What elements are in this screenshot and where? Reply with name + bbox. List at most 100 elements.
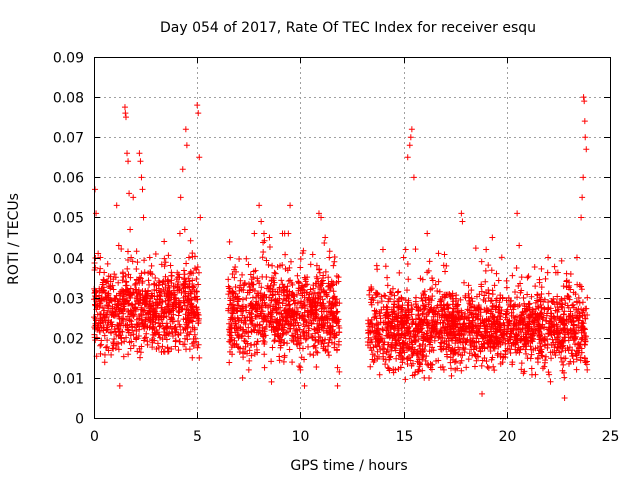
data-point — [447, 359, 454, 366]
data-point — [579, 299, 586, 306]
data-point — [384, 364, 391, 371]
data-point — [532, 283, 539, 290]
data-point — [278, 277, 285, 284]
data-point — [545, 330, 552, 337]
data-point — [421, 316, 428, 323]
data-point — [161, 238, 168, 245]
data-point — [371, 314, 378, 321]
data-point — [101, 332, 108, 339]
data-point — [235, 344, 242, 351]
data-point — [538, 290, 545, 297]
data-point — [231, 296, 238, 303]
data-point — [145, 287, 152, 294]
data-point — [435, 278, 442, 285]
data-point — [434, 317, 441, 324]
data-point — [453, 358, 460, 365]
data-point — [164, 348, 171, 355]
y-axis-label: ROTI / TECUs — [6, 193, 22, 285]
data-point — [334, 364, 341, 371]
data-point — [264, 282, 271, 289]
data-point — [119, 277, 126, 284]
data-point — [505, 340, 512, 347]
data-point — [402, 307, 409, 314]
data-point — [479, 357, 486, 364]
data-point — [547, 349, 554, 356]
data-point — [131, 304, 138, 311]
data-point — [112, 344, 119, 351]
data-point — [426, 308, 433, 315]
data-point — [124, 297, 131, 304]
data-point — [330, 288, 337, 295]
data-point — [307, 309, 314, 316]
data-point — [562, 355, 569, 362]
data-point — [409, 306, 416, 313]
data-point — [161, 290, 168, 297]
data-point — [425, 322, 432, 329]
data-point — [152, 299, 159, 306]
data-point — [181, 226, 188, 233]
data-point — [405, 329, 412, 336]
data-point — [502, 314, 509, 321]
data-point — [243, 295, 250, 302]
data-point — [291, 300, 298, 307]
data-point — [514, 210, 521, 217]
data-point — [548, 342, 555, 349]
data-point — [112, 301, 119, 308]
data-point — [557, 300, 564, 307]
data-point — [104, 326, 111, 333]
data-point — [424, 230, 431, 237]
data-point — [406, 142, 413, 149]
data-point — [314, 349, 321, 356]
data-point — [582, 338, 589, 345]
data-point — [130, 342, 137, 349]
data-point — [536, 336, 543, 343]
data-point — [392, 332, 399, 339]
data-point — [429, 293, 436, 300]
data-point — [333, 316, 340, 323]
data-point — [327, 330, 334, 337]
data-point — [127, 345, 134, 352]
data-point — [167, 262, 174, 269]
data-point — [443, 337, 450, 344]
data-point — [135, 332, 142, 339]
data-point — [417, 320, 424, 327]
data-point — [291, 316, 298, 323]
data-point — [110, 286, 117, 293]
data-point — [138, 343, 145, 350]
data-point — [172, 343, 179, 350]
data-point — [379, 350, 386, 357]
data-point — [146, 300, 153, 307]
data-point — [317, 282, 324, 289]
data-point — [495, 277, 502, 284]
data-point — [440, 345, 447, 352]
data-point — [430, 347, 437, 354]
data-point — [336, 368, 343, 375]
data-point — [458, 210, 465, 217]
data-point — [508, 325, 515, 332]
data-point — [137, 349, 144, 356]
data-point — [173, 326, 180, 333]
data-point — [194, 306, 201, 313]
data-point — [449, 308, 456, 315]
data-point — [287, 277, 294, 284]
data-point — [419, 276, 426, 283]
data-point — [299, 250, 306, 257]
data-point — [281, 352, 288, 359]
data-point — [320, 327, 327, 334]
data-point — [168, 269, 175, 276]
data-point — [115, 279, 122, 286]
data-point — [160, 277, 167, 284]
data-point — [156, 323, 163, 330]
data-point — [93, 210, 100, 217]
data-point — [517, 314, 524, 321]
data-point — [410, 327, 417, 334]
data-point — [139, 186, 146, 193]
data-point — [322, 336, 329, 343]
x-tick-label: 15 — [396, 429, 414, 445]
data-point — [527, 315, 534, 322]
data-point — [583, 146, 590, 153]
data-point — [578, 214, 585, 221]
data-point — [573, 298, 580, 305]
data-point — [231, 325, 238, 332]
data-point — [315, 294, 322, 301]
